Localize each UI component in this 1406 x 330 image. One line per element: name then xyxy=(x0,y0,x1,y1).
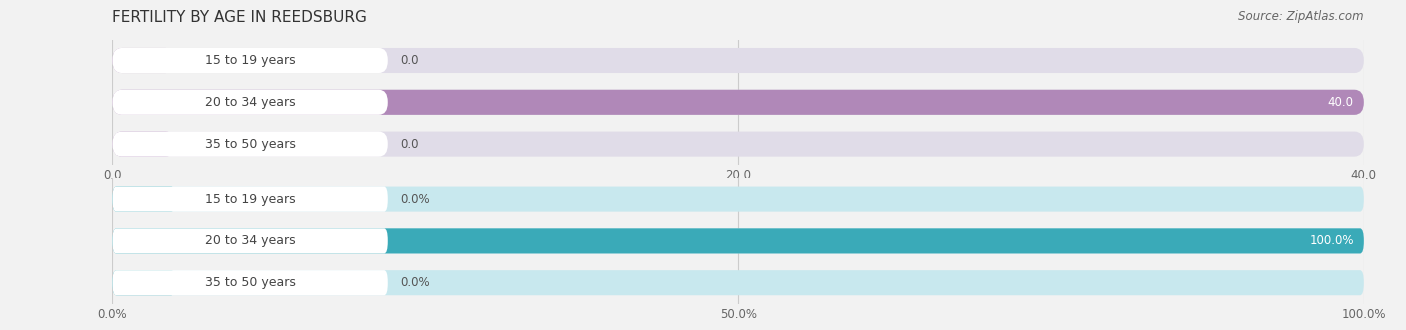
Text: 20 to 34 years: 20 to 34 years xyxy=(205,96,295,109)
FancyBboxPatch shape xyxy=(112,132,1364,157)
FancyBboxPatch shape xyxy=(112,90,1364,115)
Text: 35 to 50 years: 35 to 50 years xyxy=(205,138,295,150)
Text: 15 to 19 years: 15 to 19 years xyxy=(205,193,295,206)
Text: 0.0%: 0.0% xyxy=(401,193,430,206)
FancyBboxPatch shape xyxy=(112,186,1364,212)
Text: 40.0: 40.0 xyxy=(1327,96,1354,109)
FancyBboxPatch shape xyxy=(112,186,174,212)
FancyBboxPatch shape xyxy=(112,270,388,295)
Text: 20 to 34 years: 20 to 34 years xyxy=(205,234,295,248)
FancyBboxPatch shape xyxy=(112,228,1364,253)
Text: 100.0%: 100.0% xyxy=(1309,234,1354,248)
FancyBboxPatch shape xyxy=(112,48,388,73)
FancyBboxPatch shape xyxy=(112,48,1364,73)
Text: 0.0: 0.0 xyxy=(401,138,419,150)
FancyBboxPatch shape xyxy=(112,228,1364,253)
FancyBboxPatch shape xyxy=(112,48,174,73)
Text: FERTILITY BY AGE IN REEDSBURG: FERTILITY BY AGE IN REEDSBURG xyxy=(112,10,367,25)
FancyBboxPatch shape xyxy=(112,270,1364,295)
Text: 15 to 19 years: 15 to 19 years xyxy=(205,54,295,67)
FancyBboxPatch shape xyxy=(112,132,388,157)
Text: Source: ZipAtlas.com: Source: ZipAtlas.com xyxy=(1239,10,1364,23)
FancyBboxPatch shape xyxy=(112,90,1364,115)
Text: 0.0%: 0.0% xyxy=(401,276,430,289)
FancyBboxPatch shape xyxy=(112,228,388,253)
FancyBboxPatch shape xyxy=(112,132,174,157)
FancyBboxPatch shape xyxy=(112,186,388,212)
FancyBboxPatch shape xyxy=(112,270,174,295)
Text: 35 to 50 years: 35 to 50 years xyxy=(205,276,295,289)
FancyBboxPatch shape xyxy=(112,90,388,115)
Text: 0.0: 0.0 xyxy=(401,54,419,67)
